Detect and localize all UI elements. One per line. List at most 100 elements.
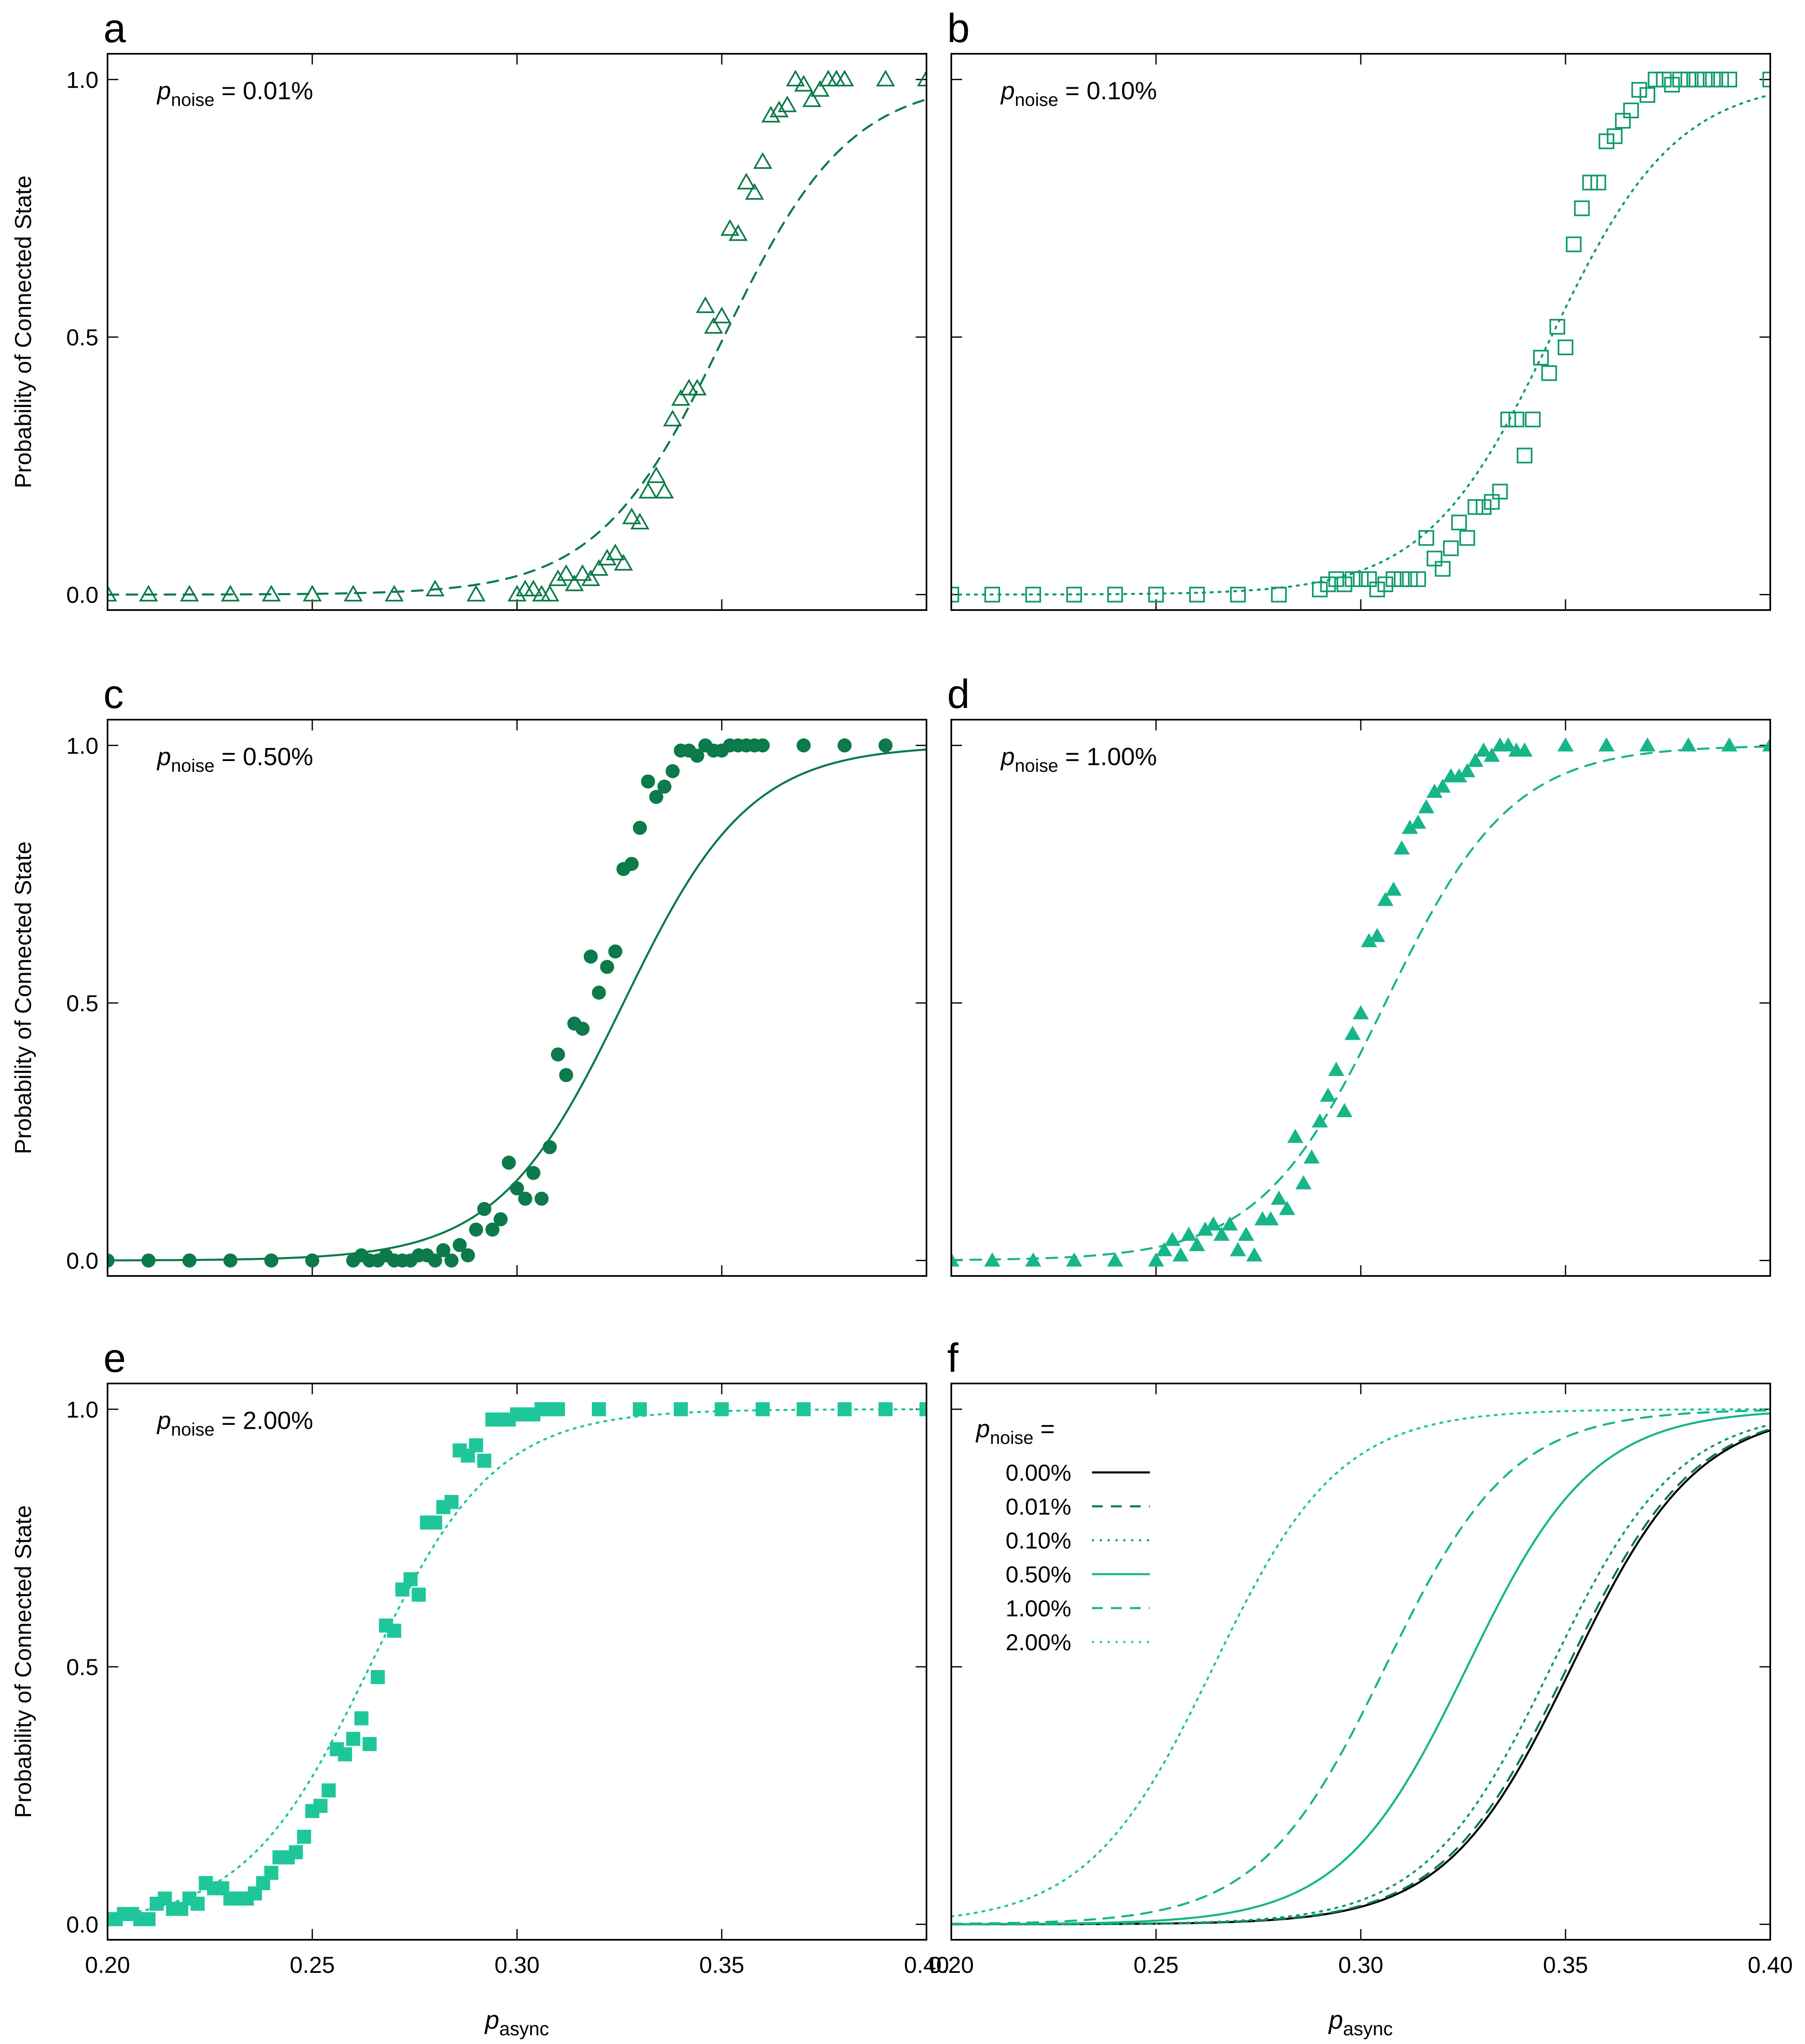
data-point-circle	[797, 738, 811, 753]
data-point-square	[1443, 540, 1459, 556]
fit-curve	[951, 94, 1770, 596]
data-point-circle	[633, 821, 647, 835]
plot-frame	[950, 53, 1771, 611]
data-point-square	[1427, 550, 1443, 567]
data-point-circle	[510, 1181, 524, 1196]
legend-label: 0.00%	[1005, 1460, 1071, 1486]
data-point-triangle	[1500, 737, 1516, 752]
data-point-triangle	[385, 585, 404, 602]
data-point-circle	[477, 1202, 491, 1216]
data-point-triangle	[630, 512, 649, 529]
data-points	[108, 738, 893, 1268]
data-point-circle	[551, 1047, 565, 1062]
data-point-square	[951, 586, 959, 603]
x-tick-label: 0.40	[1748, 1952, 1793, 1978]
data-point-square	[1394, 571, 1410, 587]
series-curve-200	[951, 1408, 1770, 1917]
y-axis-label: Probability of Connected State	[10, 175, 36, 488]
data-point-square	[469, 1438, 483, 1453]
noise-annotation: pnoise = 0.01%	[156, 77, 313, 110]
data-point-triangle	[581, 569, 601, 586]
data-point-triangle	[1369, 928, 1386, 942]
data-point-square	[1615, 112, 1631, 129]
data-point-square	[1476, 499, 1491, 515]
data-point-triangle	[687, 378, 707, 396]
plot-area	[108, 69, 926, 602]
data-point-square	[289, 1845, 303, 1860]
plot-area	[951, 72, 1770, 603]
data-point-square	[1656, 72, 1672, 88]
panel-letter: e	[103, 1335, 126, 1381]
data-point-triangle	[1639, 737, 1656, 752]
x-tick-label: 0.35	[699, 1952, 745, 1978]
data-point-triangle	[761, 105, 780, 123]
data-point-triangle	[728, 224, 748, 241]
data-point-circle	[575, 1022, 590, 1036]
data-point-triangle	[835, 69, 854, 86]
data-point-circle	[559, 1068, 573, 1082]
y-tick-label: 0.5	[66, 324, 98, 350]
data-point-circle	[534, 1192, 549, 1206]
data-point-square	[1549, 319, 1566, 335]
x-tick-label: 0.30	[1338, 1952, 1384, 1978]
y-tick-label: 0.5	[66, 990, 98, 1016]
data-point-square	[1492, 483, 1508, 500]
data-point-square	[1606, 128, 1623, 144]
data-point-square	[1582, 175, 1598, 191]
data-point-triangle	[1557, 737, 1574, 752]
data-point-triangle	[712, 306, 731, 323]
data-point-triangle	[1418, 799, 1434, 814]
plot-frame	[107, 719, 927, 1277]
fit-curve	[108, 748, 926, 1261]
series-curve-000	[951, 1429, 1770, 1926]
data-point-square	[1566, 236, 1582, 252]
data-point-triangle	[638, 481, 658, 499]
data-point-square	[1025, 586, 1041, 603]
data-point-square	[190, 1896, 205, 1911]
data-point-triangle	[1762, 737, 1770, 752]
noise-annotation: pnoise = 2.00%	[156, 1407, 313, 1440]
data-point-circle	[608, 944, 622, 959]
data-point-circle	[485, 1222, 500, 1237]
data-point-square	[1590, 175, 1606, 191]
data-point-square	[879, 1402, 893, 1417]
data-point-triangle	[573, 564, 592, 581]
data-point-square	[1386, 571, 1402, 587]
data-point-square	[1271, 586, 1287, 603]
data-point-square	[403, 1572, 418, 1587]
plot-area	[108, 738, 926, 1268]
data-point-triangle	[1221, 1216, 1238, 1231]
data-point-circle	[141, 1253, 156, 1268]
data-point-square	[1312, 582, 1328, 598]
data-point-triangle	[221, 585, 240, 602]
data-point-square	[1467, 499, 1484, 515]
data-points	[951, 72, 1770, 603]
data-point-triangle	[262, 585, 281, 602]
panel-letter: f	[947, 1335, 959, 1381]
data-point-triangle	[1344, 1026, 1361, 1040]
data-point-triangle	[467, 585, 486, 602]
data-point-square	[797, 1402, 811, 1417]
data-point-square	[756, 1402, 770, 1417]
data-point-triangle	[696, 296, 715, 313]
data-point-triangle	[1180, 1226, 1197, 1241]
x-tick-label: 0.40	[904, 1952, 949, 1978]
data-point-circle	[461, 1248, 475, 1263]
data-point-triangle	[426, 579, 445, 596]
data-point-square	[1189, 586, 1205, 603]
data-point-square	[1574, 200, 1590, 216]
data-point-triangle	[720, 219, 740, 236]
data-point-triangle	[606, 543, 625, 560]
y-tick-label: 1.0	[66, 67, 98, 93]
series-curve-010	[951, 1424, 1770, 1925]
data-point-square	[1697, 72, 1713, 88]
data-point-circle	[305, 1253, 319, 1268]
data-point-triangle	[655, 481, 674, 499]
data-point-triangle	[679, 378, 699, 396]
plot-area	[108, 1402, 926, 1927]
data-point-square	[592, 1402, 606, 1417]
data-points	[108, 1402, 926, 1927]
x-tick-label: 0.25	[290, 1952, 335, 1978]
plot-area	[951, 1408, 1770, 1926]
